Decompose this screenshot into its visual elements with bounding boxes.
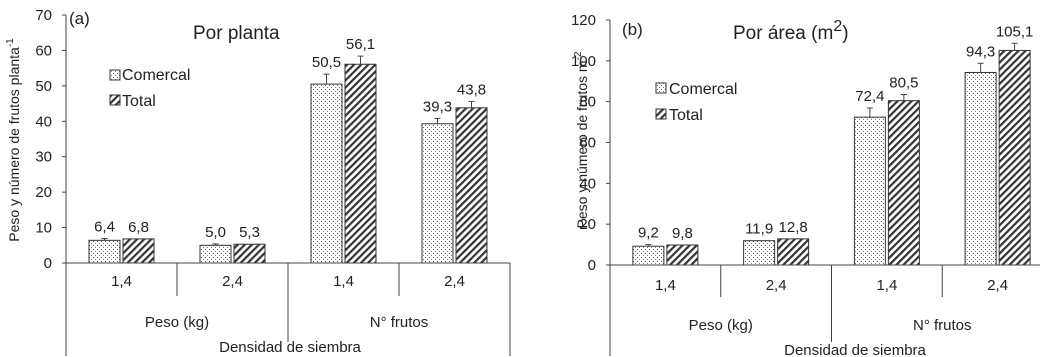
y-tick-label: 30 (35, 149, 52, 166)
panel-a-y-axis-title-sup: -1 (5, 38, 16, 47)
data-label: 6,4 (94, 219, 115, 236)
legend-swatch-comercial (655, 82, 667, 94)
bar-total (122, 238, 155, 264)
x-tick-label: 2,4 (987, 277, 1008, 294)
y-tick-label: 60 (579, 135, 596, 152)
data-label: 50,5 (312, 54, 341, 71)
data-label: 56,1 (346, 36, 375, 53)
panel-b-y-axis-title-sup: -2 (573, 51, 584, 60)
chart-panel-a: (a) Por planta Peso y número de frutos p… (5, 7, 511, 356)
y-tick-label: 0 (44, 255, 52, 272)
panel-b-title: Por área (m2) (733, 18, 849, 44)
panel-b-y-ticks: 0 20 40 60 80 100 120 (571, 12, 611, 274)
panel-b-title-sup: 2 (833, 18, 842, 35)
bar-total (666, 244, 699, 266)
panel-b-x-axis-title: Densidad de siembra (784, 342, 926, 357)
legend-swatch-total (655, 108, 667, 120)
legend-label-comercial: Comercal (669, 81, 737, 98)
bar-total (887, 100, 920, 266)
panel-b-legend: Comercal Total (655, 81, 737, 124)
y-tick-label: 70 (35, 7, 52, 24)
x-group-label: Peso (kg) (145, 314, 209, 331)
data-label: 94,3 (966, 43, 995, 60)
data-label: 12,8 (779, 219, 808, 236)
panel-a-legend: Comercal Total (109, 67, 190, 110)
data-label: 43,8 (457, 81, 486, 98)
y-tick-label: 80 (579, 94, 596, 111)
data-label: 72,4 (855, 88, 884, 105)
bar-total (344, 63, 377, 264)
x-tick-label: 1,4 (111, 273, 132, 290)
data-label: 11,9 (745, 221, 773, 238)
x-group-label: Peso (kg) (689, 317, 753, 334)
bar-total (455, 107, 488, 264)
bar-comercial (88, 239, 121, 264)
x-tick-label: 1,4 (333, 273, 354, 290)
data-label: 5,3 (239, 224, 260, 241)
panel-b-title-text: Por área (m (733, 23, 833, 44)
panel-a-bars: 6,4 6,8 5,0 5,3 50,5 56,1 39,3 43,8 (88, 36, 488, 264)
y-tick-label: 50 (35, 78, 52, 95)
chart-panel-b: (b) Por área (m2) Peso y número de fruto… (571, 12, 1040, 357)
x-group-label: N° frutos (370, 314, 429, 331)
panel-a-y-axis-title-text: Peso y número de frutos planta (6, 47, 22, 242)
bar-comercial (964, 71, 997, 266)
data-label: 9,8 (672, 225, 693, 242)
data-label: 80,5 (889, 75, 918, 92)
bar-comercial (743, 240, 776, 266)
bar-comercial (632, 245, 665, 266)
bar-comercial (421, 123, 454, 264)
panel-a-y-ticks: 0 10 20 30 40 50 60 70 (35, 7, 67, 272)
panel-b-title-suffix: ) (842, 23, 848, 44)
panel-b-y-axis-title-text: Peso y número de frutos m (574, 60, 590, 228)
data-label: 39,3 (423, 98, 452, 115)
bar-total (233, 243, 266, 264)
bar-comercial (853, 116, 886, 266)
y-tick-label: 20 (35, 184, 52, 201)
legend-swatch-comercial (109, 69, 121, 81)
panel-a-label: (a) (69, 9, 90, 28)
y-tick-label: 100 (571, 53, 596, 70)
panel-b-x-axis: 1,4 2,4 1,4 2,4 Peso (kg) N° frutos (609, 264, 1040, 356)
data-label: 105,1 (996, 23, 1034, 40)
x-tick-label: 1,4 (876, 277, 897, 294)
legend-label-comercial: Comercal (122, 67, 190, 84)
legend-label-total: Total (669, 107, 703, 124)
x-tick-label: 2,4 (444, 273, 465, 290)
bar-total (998, 49, 1031, 266)
y-tick-label: 40 (579, 175, 596, 192)
legend-swatch-total (109, 94, 121, 106)
panel-a-title: Por planta (193, 23, 280, 44)
bar-comercial (310, 83, 343, 264)
y-tick-label: 10 (35, 220, 52, 237)
panel-a-x-axis: 1,4 2,4 1,4 2,4 Peso (kg) N° frutos (65, 262, 511, 356)
bar-comercial (199, 244, 232, 264)
panel-b-y-axis-title: Peso y número de frutos m-2 (573, 51, 590, 228)
panel-a-x-axis-title: Densidad de siembra (219, 339, 361, 356)
x-group-label: N° frutos (913, 317, 972, 334)
data-label: 9,2 (638, 225, 659, 242)
panel-a-y-axis-title: Peso y número de frutos planta-1 (5, 38, 22, 242)
data-label: 6,8 (128, 219, 149, 236)
x-tick-label: 2,4 (766, 277, 787, 294)
y-tick-label: 60 (35, 42, 52, 59)
data-label: 5,0 (205, 224, 226, 241)
y-tick-label: 0 (588, 257, 596, 274)
bar-total (777, 238, 810, 266)
x-tick-label: 2,4 (222, 273, 243, 290)
y-tick-label: 120 (571, 12, 596, 29)
panel-b-label: (b) (622, 20, 643, 39)
y-tick-label: 20 (579, 216, 596, 233)
x-tick-label: 1,4 (655, 277, 676, 294)
legend-label-total: Total (122, 93, 156, 110)
y-tick-label: 40 (35, 113, 52, 130)
